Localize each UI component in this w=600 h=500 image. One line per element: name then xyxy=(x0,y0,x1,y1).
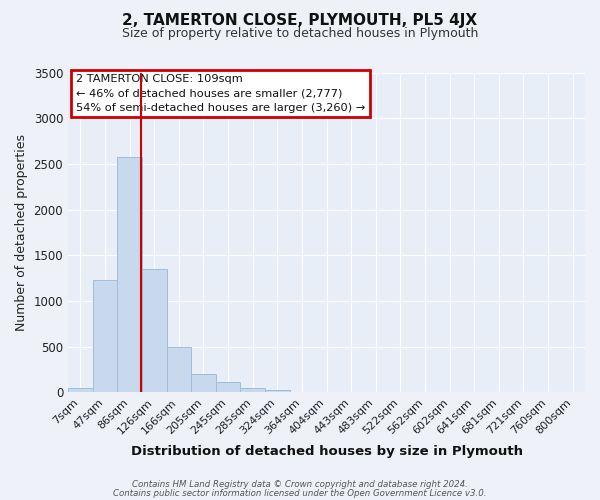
Bar xyxy=(92,280,117,392)
Bar xyxy=(241,388,265,392)
Bar xyxy=(117,156,142,392)
Text: 2, TAMERTON CLOSE, PLYMOUTH, PL5 4JX: 2, TAMERTON CLOSE, PLYMOUTH, PL5 4JX xyxy=(122,12,478,28)
Bar xyxy=(191,374,216,392)
Bar xyxy=(142,269,167,392)
Bar xyxy=(216,382,241,392)
Bar xyxy=(265,390,290,392)
X-axis label: Distribution of detached houses by size in Plymouth: Distribution of detached houses by size … xyxy=(131,444,523,458)
Text: Contains HM Land Registry data © Crown copyright and database right 2024.: Contains HM Land Registry data © Crown c… xyxy=(132,480,468,489)
Text: Contains public sector information licensed under the Open Government Licence v3: Contains public sector information licen… xyxy=(113,488,487,498)
Bar xyxy=(68,388,92,392)
Bar xyxy=(167,346,191,393)
Text: 2 TAMERTON CLOSE: 109sqm
← 46% of detached houses are smaller (2,777)
54% of sem: 2 TAMERTON CLOSE: 109sqm ← 46% of detach… xyxy=(76,74,365,113)
Y-axis label: Number of detached properties: Number of detached properties xyxy=(15,134,28,331)
Text: Size of property relative to detached houses in Plymouth: Size of property relative to detached ho… xyxy=(122,28,478,40)
